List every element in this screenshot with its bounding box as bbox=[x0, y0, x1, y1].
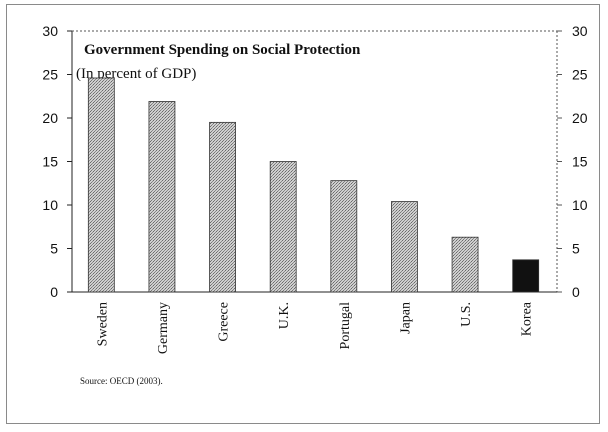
y-tick-label-left: 0 bbox=[50, 284, 58, 300]
x-category-label: Korea bbox=[520, 301, 535, 336]
bar-greece bbox=[209, 121, 236, 293]
x-category-label: Sweden bbox=[95, 302, 110, 346]
y-tick-label-right: 15 bbox=[572, 154, 588, 170]
y-tick-label-left: 15 bbox=[42, 154, 58, 170]
bar-korea bbox=[512, 259, 540, 293]
bar-portugal bbox=[330, 180, 358, 293]
y-tick-label-left: 25 bbox=[42, 67, 58, 83]
y-tick-label-right: 10 bbox=[572, 197, 588, 213]
x-category-label: Greece bbox=[217, 302, 232, 342]
y-tick-label-right: 20 bbox=[572, 110, 588, 126]
y-tick-label-right: 0 bbox=[572, 284, 580, 300]
x-category-label: Japan bbox=[398, 302, 413, 334]
y-tick-label-left: 20 bbox=[42, 110, 58, 126]
left-y-axis: 0 5 10 15 20 25 30 bbox=[42, 23, 72, 300]
bar-germany bbox=[148, 101, 176, 293]
chart-title: Government Spending on Social Protection bbox=[84, 42, 361, 58]
bar-u-s bbox=[451, 236, 479, 293]
y-tick-label-right: 30 bbox=[572, 23, 588, 39]
x-category-label: Portugal bbox=[338, 302, 353, 350]
bar-sweden bbox=[87, 77, 115, 293]
bar-u-k bbox=[269, 161, 297, 293]
bars-group bbox=[87, 77, 540, 293]
y-tick-label-right: 5 bbox=[572, 241, 580, 257]
x-category-label: U.S. bbox=[459, 302, 474, 327]
bar-japan bbox=[391, 201, 418, 293]
x-category-label: Germany bbox=[156, 302, 171, 354]
x-category-label: U.K. bbox=[277, 302, 292, 329]
right-y-axis: 0 5 10 15 20 25 30 bbox=[557, 23, 588, 300]
y-tick-label-right: 25 bbox=[572, 67, 588, 83]
y-tick-label-left: 5 bbox=[50, 241, 58, 257]
y-tick-label-left: 30 bbox=[42, 23, 58, 39]
source-note: Source: OECD (2003). bbox=[80, 376, 163, 386]
category-labels: Sweden Germany Greece U.K. Portugal Japan U.S.… bbox=[95, 301, 534, 354]
y-tick-label-left: 10 bbox=[42, 197, 58, 213]
